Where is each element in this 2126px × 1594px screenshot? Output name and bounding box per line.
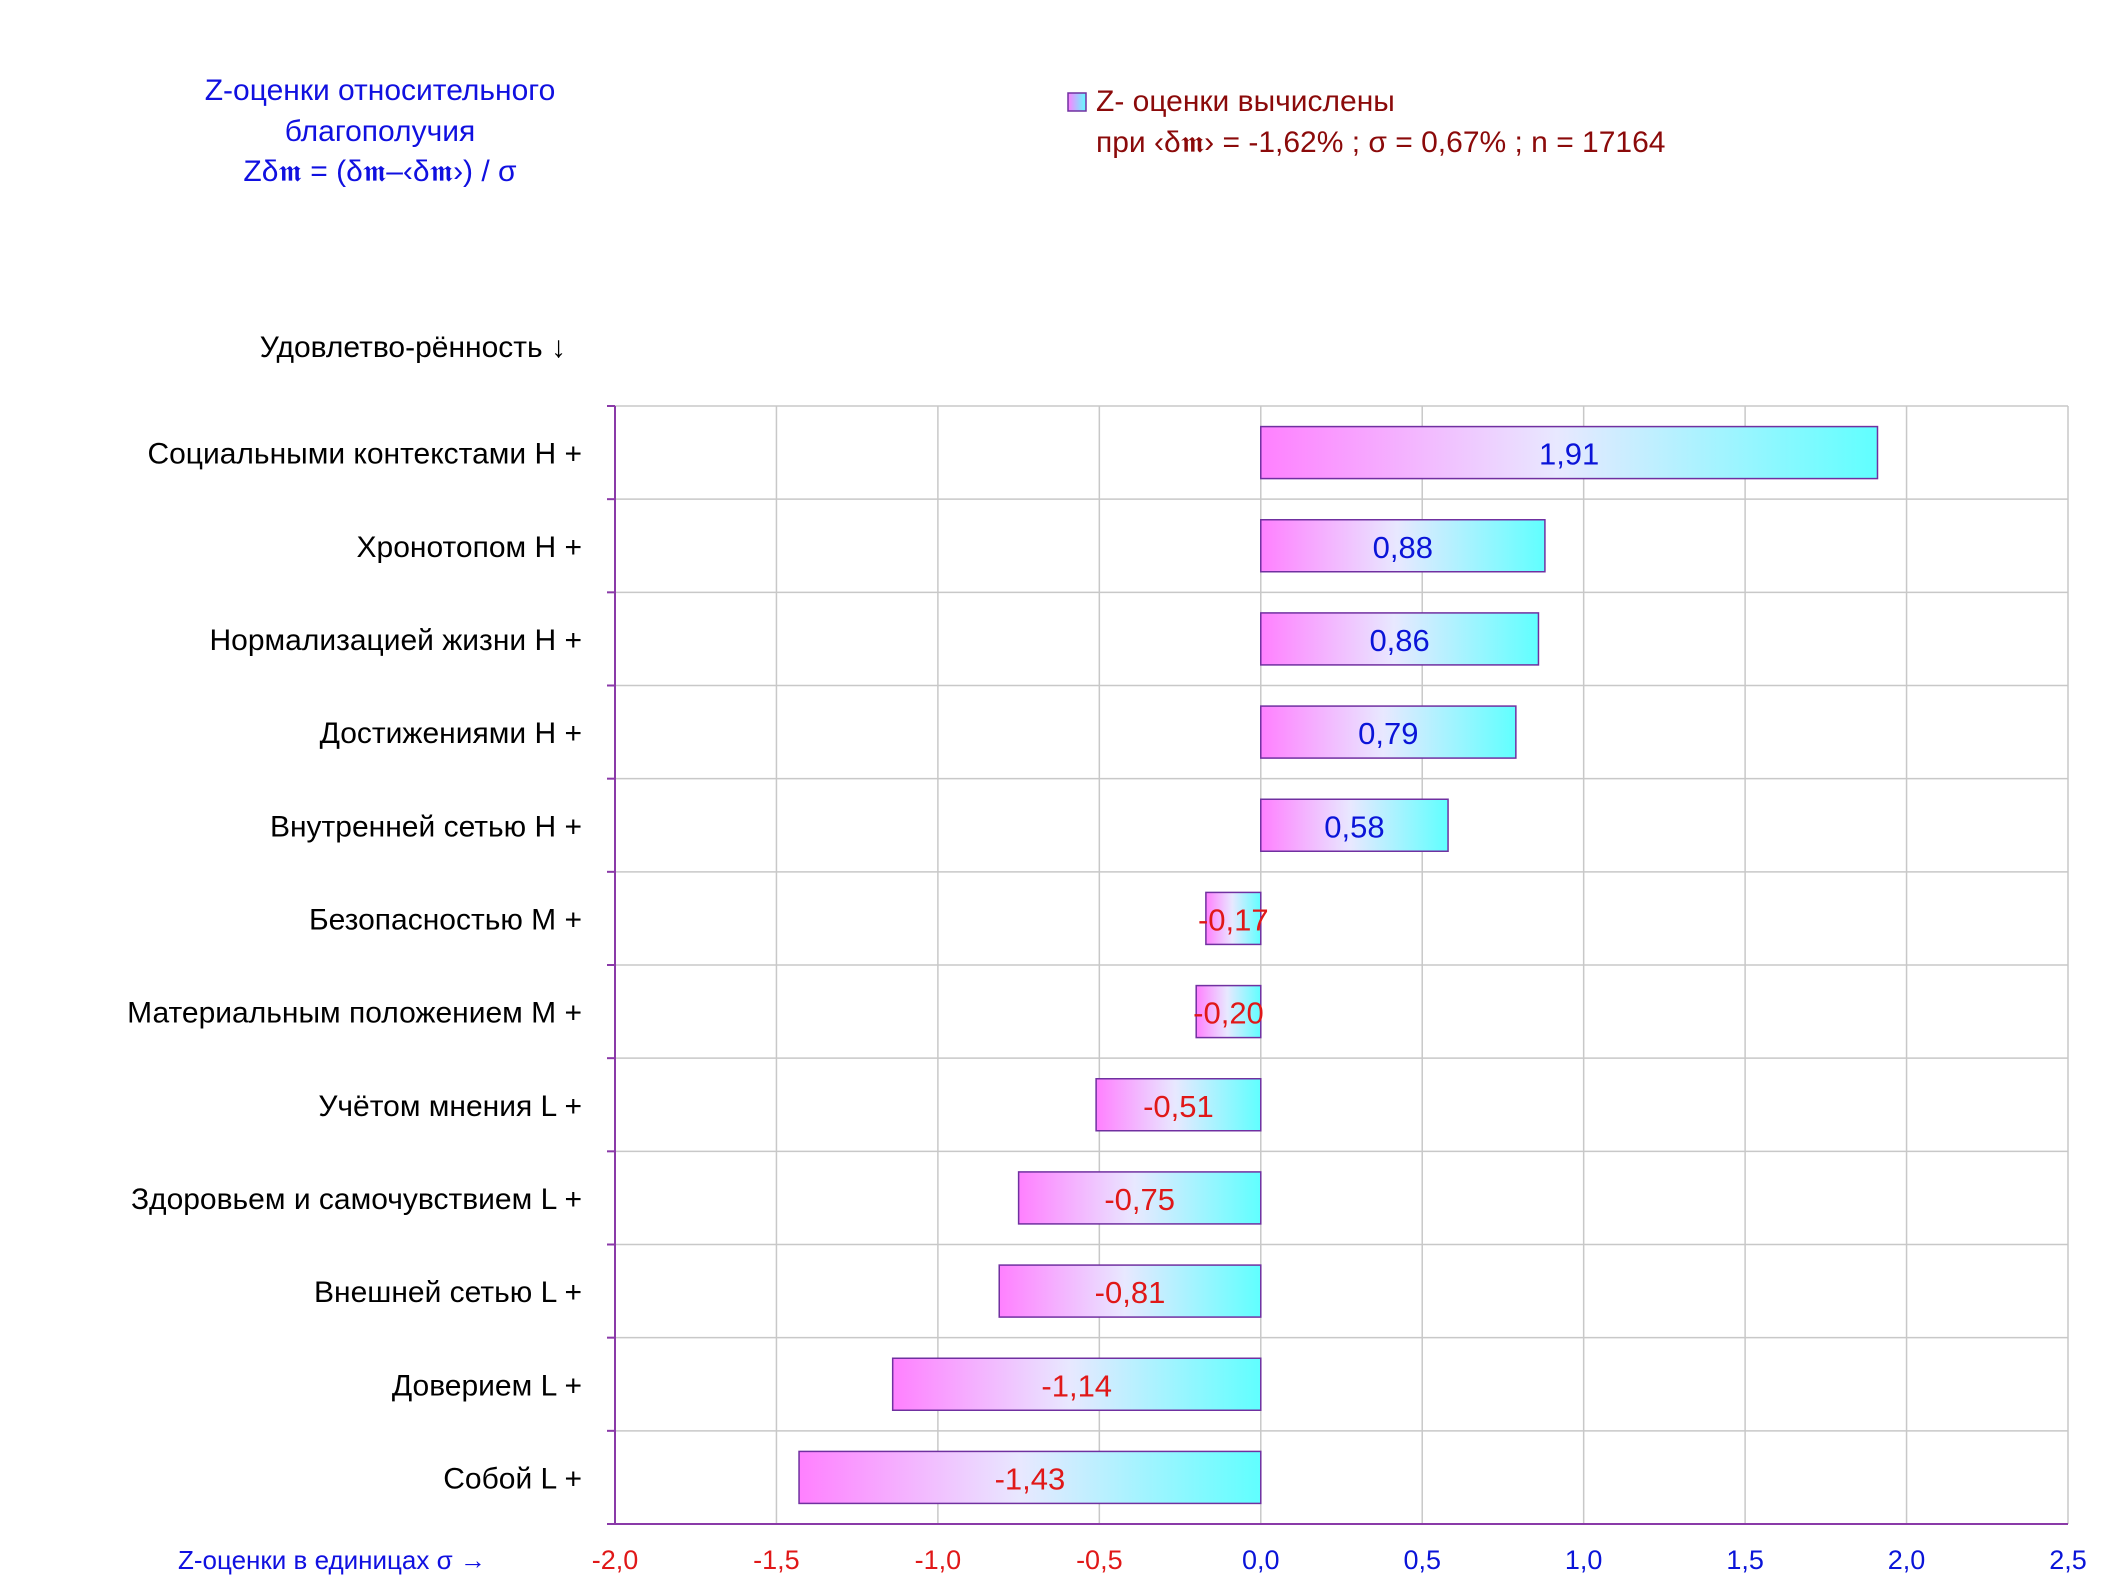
bar [1205,891,1262,946]
data-label: -0,51 [1143,1089,1214,1124]
data-label: 0,88 [1373,530,1433,565]
x-tick-label: 0,5 [1403,1545,1441,1575]
legend-params: при ‹δ𝖒› = -1,62% ; σ = 0,67% ; n = 1716… [1096,126,1665,159]
chart-title-line-1: Z-оценки относительного [205,74,556,107]
category-label: Нормализацией жизни H + [209,624,582,657]
bar [1260,425,1879,480]
legend-series-label: Z- оценки вычислены [1096,85,1395,118]
data-label: -0,81 [1095,1275,1166,1310]
bar [1260,612,1540,666]
chart-title-line-2: благополучия [285,115,475,148]
legend: Z- оценки вычислены при ‹δ𝖒› = -1,62% ; … [1067,85,1665,159]
data-label: -0,75 [1104,1182,1175,1217]
x-tick-label: 1,5 [1726,1545,1764,1575]
category-label: Хронотопом H + [357,531,582,564]
bar [1260,519,1546,573]
x-tick-label: 2,5 [2049,1545,2087,1575]
bar [798,1450,1262,1505]
legend-swatch [1067,92,1087,112]
data-label: 0,86 [1369,623,1429,658]
data-label: 0,58 [1324,809,1384,844]
category-label: Здоровьем и самочувствием L + [131,1183,582,1216]
axes [607,405,2068,1525]
category-label: Собой L + [443,1462,582,1495]
x-tick-label: -1,5 [753,1545,800,1575]
data-label: -0,17 [1198,902,1269,937]
category-label: Безопасностью M + [309,903,582,936]
x-tick-label: -0,5 [1076,1545,1123,1575]
x-tick-label: 2,0 [1888,1545,1926,1575]
bar [1195,984,1262,1039]
x-tick-label: -2,0 [592,1545,639,1575]
data-labels: 1,91 0,88 0,86 0,79 0,58 -0,17 -0,20 -0,51 -0,75… [995,437,1600,1497]
bar [1260,798,1449,852]
data-label: 0,79 [1358,716,1418,751]
x-axis-caption: Z-оценки в единицах σ → [178,1545,486,1575]
chart-title-formula: Zδ𝖒 = (δ𝖒–‹δ𝖒›) / σ [243,155,517,188]
data-label: -1,14 [1041,1368,1112,1403]
category-label: Достижениями H + [320,717,582,750]
chart-title: Z-оценки относительного благополучия Zδ𝖒… [205,74,556,188]
bar-series [798,425,1879,1505]
bar [1017,1171,1262,1225]
x-tick-label: 1,0 [1565,1545,1603,1575]
data-label: 1,91 [1539,437,1599,472]
category-label: Социальными контекстами H + [147,438,582,471]
bar [1095,1078,1262,1132]
category-label: Материальным положением M + [127,997,582,1030]
x-tick-label: -1,0 [915,1545,962,1575]
category-label: Учётом мнения L + [318,1090,582,1123]
bar [998,1264,1262,1318]
x-tick-label: 0,0 [1242,1545,1280,1575]
category-label: Внутренней сетью H + [270,810,582,843]
category-axis-header: Удовлетво-рённость ↓ [260,331,566,364]
category-labels: Социальными контекстами H + Хронотопом H … [127,438,582,1496]
data-label: -0,20 [1193,996,1264,1031]
data-label: -1,43 [995,1461,1066,1496]
category-label: Внешней сетью L + [314,1276,582,1309]
bar [891,1357,1262,1411]
bar [1260,705,1517,759]
category-label: Доверием L + [392,1369,582,1402]
grid-lines [615,405,2069,1524]
x-tick-labels: -2,0 -1,5 -1,0 -0,5 0,0 0,5 1,0 1,5 2,0 2,5 [592,1545,2087,1575]
